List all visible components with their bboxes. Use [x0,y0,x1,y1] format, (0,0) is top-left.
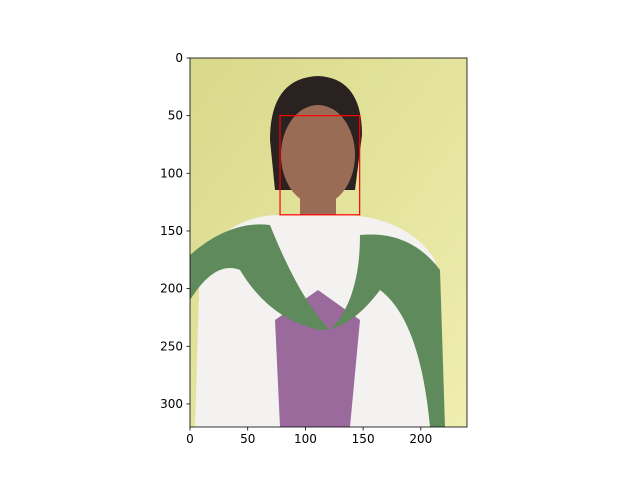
x-tick-label: 200 [409,432,432,446]
y-tick-label: 300 [160,397,183,411]
y-tick-label: 50 [168,109,183,123]
x-tick-label: 50 [240,432,255,446]
photo [190,58,467,427]
y-tick-label: 200 [160,282,183,296]
y-tick-label: 0 [175,51,183,65]
bounding-box [279,115,361,216]
y-tick-label: 150 [160,224,183,238]
x-tick-label: 0 [186,432,194,446]
y-tick-label: 250 [160,339,183,353]
y-tick-label: 100 [160,166,183,180]
axes-frame [189,57,468,428]
x-tick-label: 100 [294,432,317,446]
x-tick-label: 150 [352,432,375,446]
